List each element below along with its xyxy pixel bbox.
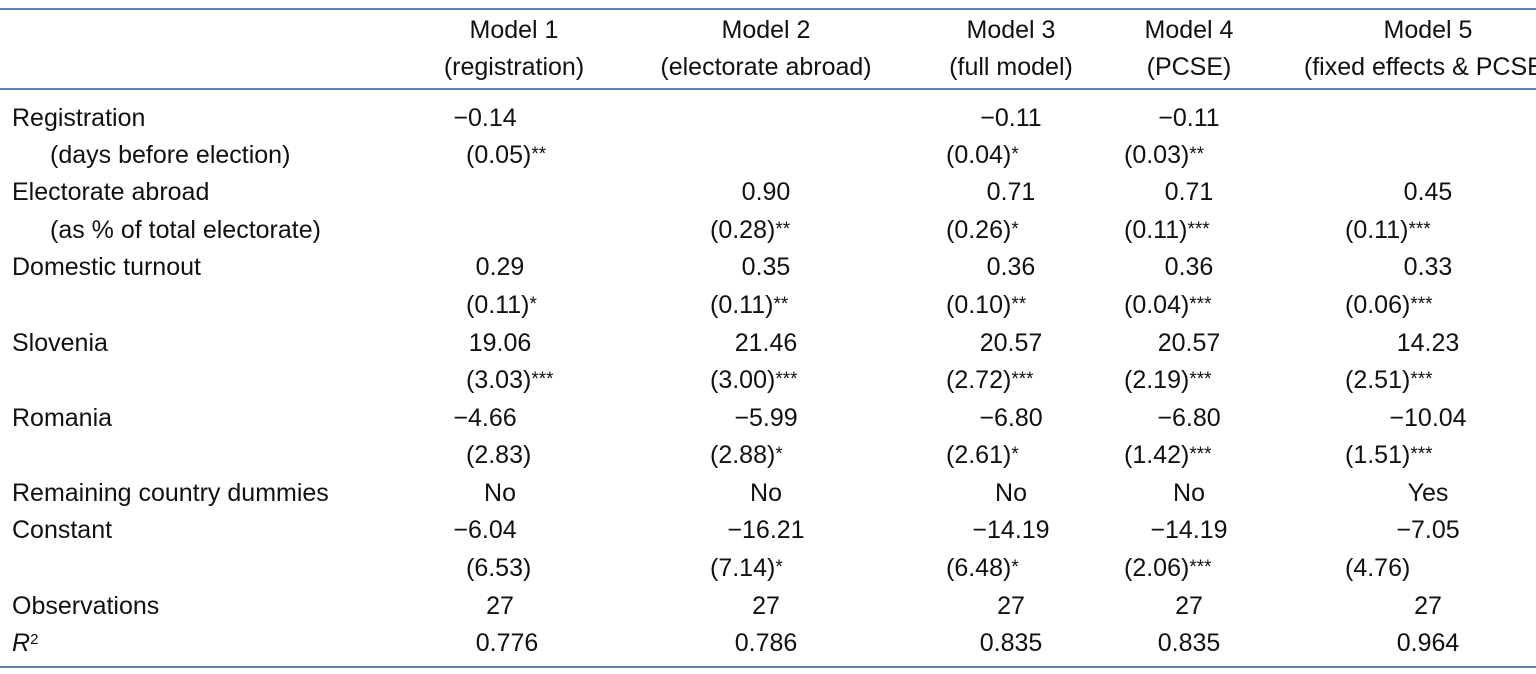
row-label-r-squared: R2: [12, 629, 39, 657]
cell-m4-slovenia-se: (2.19)***: [1124, 366, 1212, 394]
cell-m1-observations: 27: [486, 592, 514, 620]
cell-m1-constant: −6.04: [453, 516, 517, 544]
header-model-3: Model 3 (full model): [949, 16, 1073, 81]
cell-m1-turnout-se: (0.11)*: [466, 291, 537, 319]
cell-m2-slovenia: 21.46: [734, 329, 798, 357]
cell-m2-slovenia-se: (3.00)***: [710, 366, 798, 394]
cell-m4-romania-se: (1.42)***: [1124, 441, 1212, 469]
table-header-rule: [0, 88, 1536, 90]
cell-m4-electorate: 0.71: [1164, 178, 1214, 206]
cell-m5-slovenia: 14.23: [1396, 329, 1460, 357]
cell-m2-electorate: 0.90: [741, 178, 791, 206]
cell-m3-registration-se: (0.04)*: [946, 141, 1019, 169]
cell-m5-slovenia-se: (2.51)***: [1345, 366, 1433, 394]
cell-m1-r2: 0.776: [475, 629, 539, 657]
cell-m4-r2: 0.835: [1157, 629, 1221, 657]
cell-m4-observations: 27: [1175, 592, 1203, 620]
cell-m2-constant: −16.21: [727, 516, 805, 544]
cell-m5-romania: −10.04: [1389, 404, 1467, 432]
cell-m4-electorate-se: (0.11)***: [1124, 216, 1210, 244]
header-model-2: Model 2 (electorate abroad): [660, 16, 872, 81]
cell-m4-constant: −14.19: [1150, 516, 1228, 544]
row-label-electorate-abroad: Electorate abroad: [12, 178, 210, 206]
cell-m2-romania-se: (2.88)*: [710, 441, 783, 469]
cell-m3-slovenia-se: (2.72)***: [946, 366, 1034, 394]
cell-m3-romania: −6.80: [979, 404, 1043, 432]
row-label-observations: Observations: [12, 592, 160, 620]
cell-m1-dummies: No: [484, 479, 516, 507]
row-label-registration: Registration: [12, 104, 146, 132]
cell-m3-electorate-se: (0.26)*: [946, 216, 1019, 244]
cell-m3-electorate: 0.71: [986, 178, 1036, 206]
cell-m3-observations: 27: [997, 592, 1025, 620]
cell-m3-slovenia: 20.57: [979, 329, 1043, 357]
cell-m3-constant: −14.19: [972, 516, 1050, 544]
cell-m2-turnout-se: (0.11)**: [710, 291, 789, 319]
cell-m5-constant: −7.05: [1396, 516, 1460, 544]
cell-m4-turnout-se: (0.04)***: [1124, 291, 1212, 319]
cell-m3-romania-se: (2.61)*: [946, 441, 1019, 469]
cell-m1-romania: −4.66: [453, 404, 517, 432]
row-sublabel-registration: (days before election): [50, 141, 291, 169]
header-model-4: Model 4 (PCSE): [1144, 16, 1234, 81]
cell-m4-romania: −6.80: [1157, 404, 1221, 432]
cell-m2-romania: −5.99: [734, 404, 798, 432]
cell-m1-constant-se: (6.53): [466, 554, 532, 582]
cell-m5-electorate: 0.45: [1403, 178, 1453, 206]
cell-m5-electorate-se: (0.11)***: [1345, 216, 1431, 244]
row-label-domestic-turnout: Domestic turnout: [12, 253, 201, 281]
cell-m4-registration: −0.11: [1158, 104, 1220, 132]
cell-m2-r2: 0.786: [734, 629, 798, 657]
cell-m5-turnout: 0.33: [1403, 253, 1453, 281]
header-model-5: Model 5 (fixed effects & PCSE): [1303, 16, 1536, 81]
cell-m1-turnout: 0.29: [475, 253, 525, 281]
cell-m2-dummies: No: [750, 479, 782, 507]
row-label-dummies: Remaining country dummies: [12, 479, 329, 507]
cell-m4-constant-se: (2.06)***: [1124, 554, 1212, 582]
cell-m4-turnout: 0.36: [1164, 253, 1214, 281]
cell-m1-slovenia: 19.06: [468, 329, 532, 357]
cell-m3-constant-se: (6.48)*: [946, 554, 1019, 582]
cell-m5-dummies: Yes: [1407, 479, 1449, 507]
row-label-constant: Constant: [12, 516, 113, 544]
header-model-1: Model 1 (registration): [443, 16, 585, 81]
cell-m3-r2: 0.835: [979, 629, 1043, 657]
cell-m5-observations: 27: [1414, 592, 1442, 620]
cell-m2-observations: 27: [752, 592, 780, 620]
cell-m5-turnout-se: (0.06)***: [1345, 291, 1433, 319]
cell-m5-r2: 0.964: [1396, 629, 1460, 657]
cell-m1-registration: −0.14: [453, 104, 517, 132]
cell-m3-registration: −0.11: [980, 104, 1042, 132]
cell-m3-dummies: No: [995, 479, 1027, 507]
row-label-romania: Romania: [12, 404, 113, 432]
cell-m1-slovenia-se: (3.03)***: [466, 366, 554, 394]
cell-m4-dummies: No: [1173, 479, 1205, 507]
cell-m3-turnout: 0.36: [986, 253, 1036, 281]
cell-m2-electorate-se: (0.28)**: [710, 216, 791, 244]
cell-m4-slovenia: 20.57: [1157, 329, 1221, 357]
cell-m1-romania-se: (2.83): [466, 441, 532, 469]
table-bottom-rule: [0, 666, 1536, 668]
row-sublabel-electorate-abroad: (as % of total electorate): [50, 216, 321, 244]
row-label-slovenia: Slovenia: [12, 329, 108, 357]
cell-m2-constant-se: (7.14)*: [710, 554, 783, 582]
cell-m3-turnout-se: (0.10)**: [946, 291, 1027, 319]
table-top-rule: [0, 8, 1536, 10]
cell-m4-registration-se: (0.03)**: [1124, 141, 1205, 169]
cell-m5-constant-se: (4.76): [1345, 554, 1411, 582]
cell-m1-registration-se: (0.05)**: [466, 141, 547, 169]
cell-m5-romania-se: (1.51)***: [1345, 441, 1433, 469]
cell-m2-turnout: 0.35: [741, 253, 791, 281]
